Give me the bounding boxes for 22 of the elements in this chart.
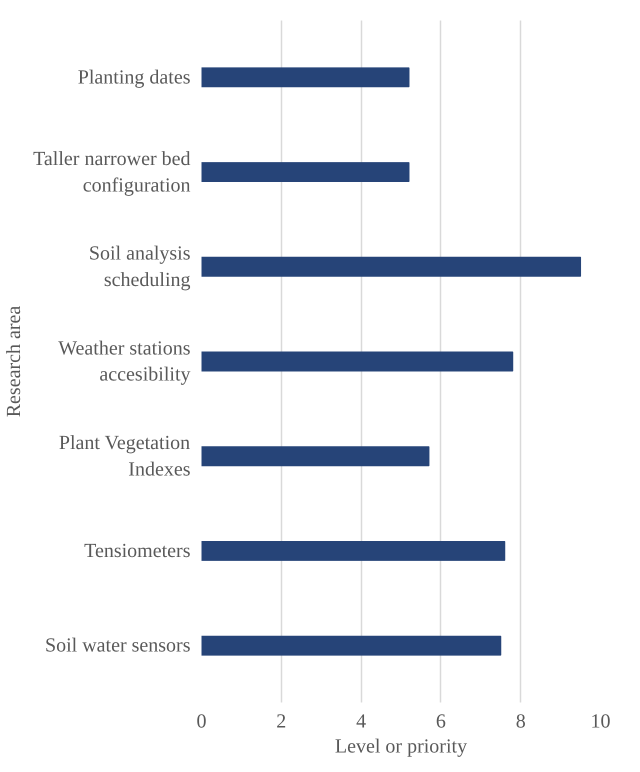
bar	[202, 540, 506, 561]
bar	[202, 162, 410, 182]
y-tick-label: Planting dates	[78, 66, 191, 88]
bar	[202, 446, 430, 466]
x-tick-label: 0	[196, 710, 206, 732]
x-tick-label: 2	[276, 710, 286, 732]
bar	[202, 67, 410, 88]
y-tick-label: Soil analysis scheduling	[88, 242, 191, 291]
y-tick-label: Soil water sensors	[44, 634, 191, 657]
y-tick-label: Plant Vegetation Indexes	[58, 432, 191, 480]
x-tick-label: 8	[516, 710, 526, 732]
x-tick-label: 10	[590, 710, 610, 732]
y-axis-title: Research area	[3, 306, 26, 418]
bar	[202, 352, 514, 372]
bar	[202, 636, 502, 656]
x-axis-title: Level or priority	[334, 736, 468, 758]
x-tick-label: 6	[436, 710, 446, 732]
x-tick-label: 4	[356, 710, 366, 732]
y-tick-label: Weather stations accesibility	[58, 337, 191, 386]
bar	[202, 256, 582, 277]
y-tick-label: Taller narrower bed configuration	[33, 148, 191, 196]
y-tick-label: Tensiometers	[84, 540, 191, 562]
